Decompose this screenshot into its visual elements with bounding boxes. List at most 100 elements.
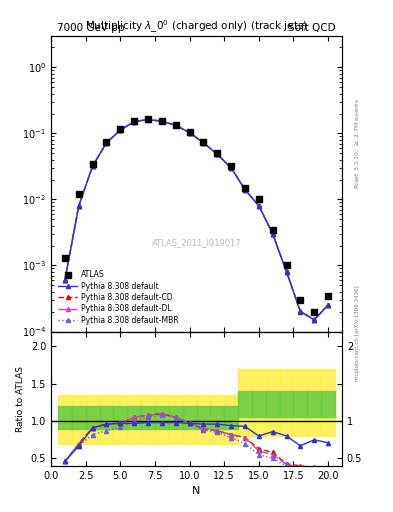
- Pythia 8.308 default-MBR: [173, 122, 178, 128]
- Pythia 8.308 default: [104, 140, 109, 146]
- Pythia 8.308 default-MBR: [160, 118, 164, 124]
- ATLAS: [215, 150, 220, 156]
- Pythia 8.308 default-MBR: [187, 130, 192, 136]
- Pythia 8.308 default-DL: [312, 316, 317, 323]
- Text: 7000 GeV pp: 7000 GeV pp: [57, 23, 125, 33]
- Pythia 8.308 default-DL: [298, 308, 303, 314]
- Pythia 8.308 default-MBR: [201, 139, 206, 145]
- ATLAS: [284, 263, 289, 269]
- ATLAS: [201, 139, 206, 145]
- Pythia 8.308 default-DL: [229, 164, 233, 170]
- Text: mcplots.cern.ch [arXiv:1306.3436]: mcplots.cern.ch [arXiv:1306.3436]: [355, 285, 360, 380]
- ATLAS: [298, 297, 303, 303]
- Pythia 8.308 default-CD: [62, 277, 67, 283]
- Pythia 8.308 default-MBR: [76, 202, 81, 208]
- Pythia 8.308 default-CD: [326, 302, 331, 308]
- ATLAS: [132, 118, 136, 124]
- Pythia 8.308 default: [90, 163, 95, 169]
- ATLAS: [187, 129, 192, 135]
- Pythia 8.308 default: [201, 140, 206, 146]
- ATLAS: [173, 122, 178, 128]
- Pythia 8.308 default-DL: [118, 127, 123, 133]
- Pythia 8.308 default: [62, 277, 67, 283]
- Pythia 8.308 default-DL: [201, 139, 206, 145]
- Pythia 8.308 default-CD: [90, 163, 95, 169]
- Pythia 8.308 default-CD: [257, 203, 261, 209]
- Pythia 8.308 default-CD: [146, 116, 151, 122]
- Pythia 8.308 default-DL: [187, 130, 192, 136]
- ATLAS: [242, 185, 247, 191]
- ATLAS: [76, 191, 81, 197]
- ATLAS: [229, 163, 233, 169]
- Pythia 8.308 default: [160, 118, 164, 124]
- Legend: ATLAS, Pythia 8.308 default, Pythia 8.308 default-CD, Pythia 8.308 default-DL, P: ATLAS, Pythia 8.308 default, Pythia 8.30…: [55, 267, 182, 328]
- Pythia 8.308 default-CD: [160, 118, 164, 124]
- Pythia 8.308 default-DL: [104, 139, 109, 145]
- Pythia 8.308 default-MBR: [215, 151, 220, 157]
- Pythia 8.308 default-MBR: [146, 116, 151, 122]
- Pythia 8.308 default: [242, 187, 247, 193]
- ATLAS: [118, 126, 123, 133]
- Pythia 8.308 default-MBR: [326, 302, 331, 308]
- ATLAS: [270, 226, 275, 232]
- Pythia 8.308 default-CD: [312, 317, 317, 323]
- Pythia 8.308 default-DL: [146, 116, 151, 122]
- Pythia 8.308 default-CD: [187, 130, 192, 136]
- Pythia 8.308 default-DL: [242, 186, 247, 193]
- Pythia 8.308 default-DL: [326, 302, 331, 308]
- Pythia 8.308 default-CD: [118, 127, 123, 133]
- ATLAS: [90, 160, 95, 166]
- Pythia 8.308 default-MBR: [90, 163, 95, 169]
- Pythia 8.308 default-MBR: [118, 126, 123, 133]
- Title: Multiplicity $\lambda\_0^0$ (charged only) (track jets): Multiplicity $\lambda\_0^0$ (charged onl…: [85, 18, 308, 35]
- Pythia 8.308 default: [118, 127, 123, 133]
- ATLAS: [257, 197, 261, 203]
- Pythia 8.308 default-DL: [284, 268, 289, 274]
- Pythia 8.308 default-MBR: [270, 230, 275, 237]
- Y-axis label: Ratio to ATLAS: Ratio to ATLAS: [16, 366, 25, 432]
- Pythia 8.308 default-DL: [160, 118, 164, 124]
- Pythia 8.308 default-DL: [257, 202, 261, 208]
- Pythia 8.308 default-CD: [284, 269, 289, 275]
- Pythia 8.308 default: [270, 231, 275, 237]
- Pythia 8.308 default-DL: [90, 163, 95, 169]
- ATLAS: [160, 118, 164, 124]
- Pythia 8.308 default-CD: [242, 186, 247, 193]
- Pythia 8.308 default-DL: [132, 118, 136, 124]
- Pythia 8.308 default-CD: [104, 140, 109, 146]
- Pythia 8.308 default-DL: [62, 277, 67, 283]
- Line: ATLAS: ATLAS: [62, 116, 331, 314]
- Pythia 8.308 default: [326, 302, 331, 308]
- Line: Pythia 8.308 default: Pythia 8.308 default: [63, 117, 330, 322]
- Pythia 8.308 default-CD: [132, 119, 136, 125]
- Pythia 8.308 default-CD: [76, 203, 81, 209]
- Line: Pythia 8.308 default-DL: Pythia 8.308 default-DL: [63, 117, 330, 322]
- Pythia 8.308 default-CD: [229, 165, 233, 171]
- Pythia 8.308 default-MBR: [132, 118, 136, 124]
- Line: Pythia 8.308 default-MBR: Pythia 8.308 default-MBR: [63, 117, 330, 322]
- Pythia 8.308 default: [76, 203, 81, 209]
- Line: Pythia 8.308 default-CD: Pythia 8.308 default-CD: [63, 117, 330, 322]
- Pythia 8.308 default-CD: [215, 151, 220, 157]
- Pythia 8.308 default: [132, 119, 136, 125]
- ATLAS: [104, 139, 109, 145]
- Pythia 8.308 default-MBR: [229, 164, 233, 170]
- Pythia 8.308 default-DL: [270, 230, 275, 237]
- Pythia 8.308 default: [146, 117, 151, 123]
- ATLAS: [146, 116, 151, 122]
- Pythia 8.308 default-DL: [76, 202, 81, 208]
- Pythia 8.308 default-MBR: [312, 316, 317, 323]
- Pythia 8.308 default: [173, 122, 178, 129]
- Pythia 8.308 default-MBR: [62, 276, 67, 283]
- Text: ATLAS_2011_I919017: ATLAS_2011_I919017: [152, 238, 241, 247]
- Pythia 8.308 default-DL: [215, 151, 220, 157]
- Pythia 8.308 default: [312, 317, 317, 323]
- Pythia 8.308 default: [215, 152, 220, 158]
- Text: Rivet 3.1.10; $\geq$ 2.7M events: Rivet 3.1.10; $\geq$ 2.7M events: [354, 98, 362, 189]
- Text: Soft QCD: Soft QCD: [288, 23, 336, 33]
- Pythia 8.308 default-MBR: [242, 186, 247, 193]
- Pythia 8.308 default: [187, 130, 192, 136]
- Pythia 8.308 default: [284, 269, 289, 275]
- Pythia 8.308 default: [298, 309, 303, 315]
- Pythia 8.308 default: [229, 165, 233, 171]
